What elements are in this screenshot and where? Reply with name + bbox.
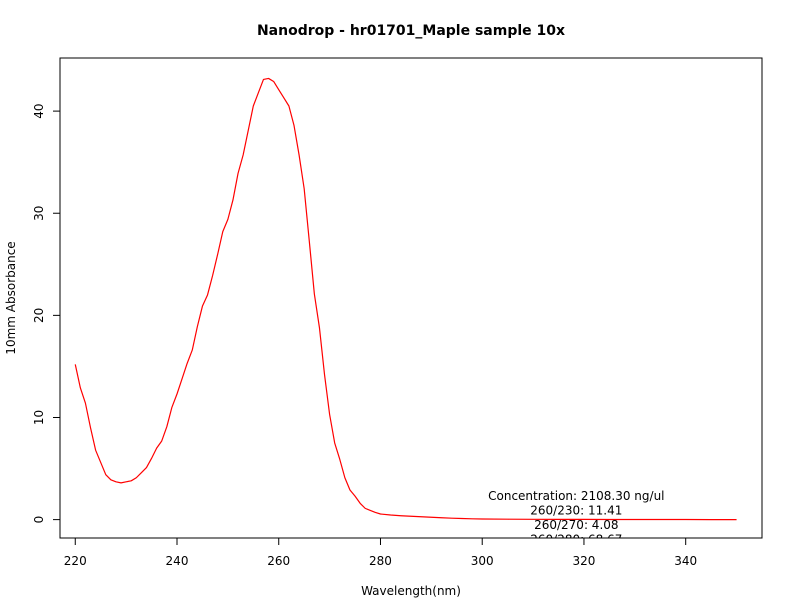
y-axis-label: 10mm Absorbance	[4, 241, 18, 354]
annotation-text: Concentration: 2108.30 ng/ul	[488, 489, 664, 503]
series-layer	[74, 77, 737, 521]
y-tick-label: 10	[32, 410, 46, 425]
x-axis: 220 240 260 280 300 320 340	[64, 537, 697, 568]
annotation-text: 260/230: 11.41	[530, 504, 622, 518]
annotation-text: 260/270: 4.08	[534, 518, 618, 532]
y-tick-label: 20	[32, 308, 46, 323]
annotation-text: 260/280: 68.67	[530, 533, 622, 547]
y-tick-label: 40	[32, 103, 46, 118]
x-tick-label: 340	[674, 554, 697, 568]
y-tick-label: 30	[32, 206, 46, 221]
x-tick-label: 280	[369, 554, 392, 568]
plot-frame	[59, 57, 763, 539]
x-tick-label: 320	[573, 554, 596, 568]
x-tick-label: 220	[64, 554, 87, 568]
x-axis-label: Wavelength(nm)	[361, 584, 461, 598]
chart-title: Nanodrop - hr01701_Maple sample 10x	[257, 23, 565, 39]
y-axis: 0 10 20 30 40	[32, 103, 61, 524]
series-line	[74, 77, 737, 521]
x-tick-label: 240	[166, 554, 189, 568]
x-tick-label: 300	[471, 554, 494, 568]
x-tick-label: 260	[267, 554, 290, 568]
y-tick-label: 0	[32, 516, 46, 524]
